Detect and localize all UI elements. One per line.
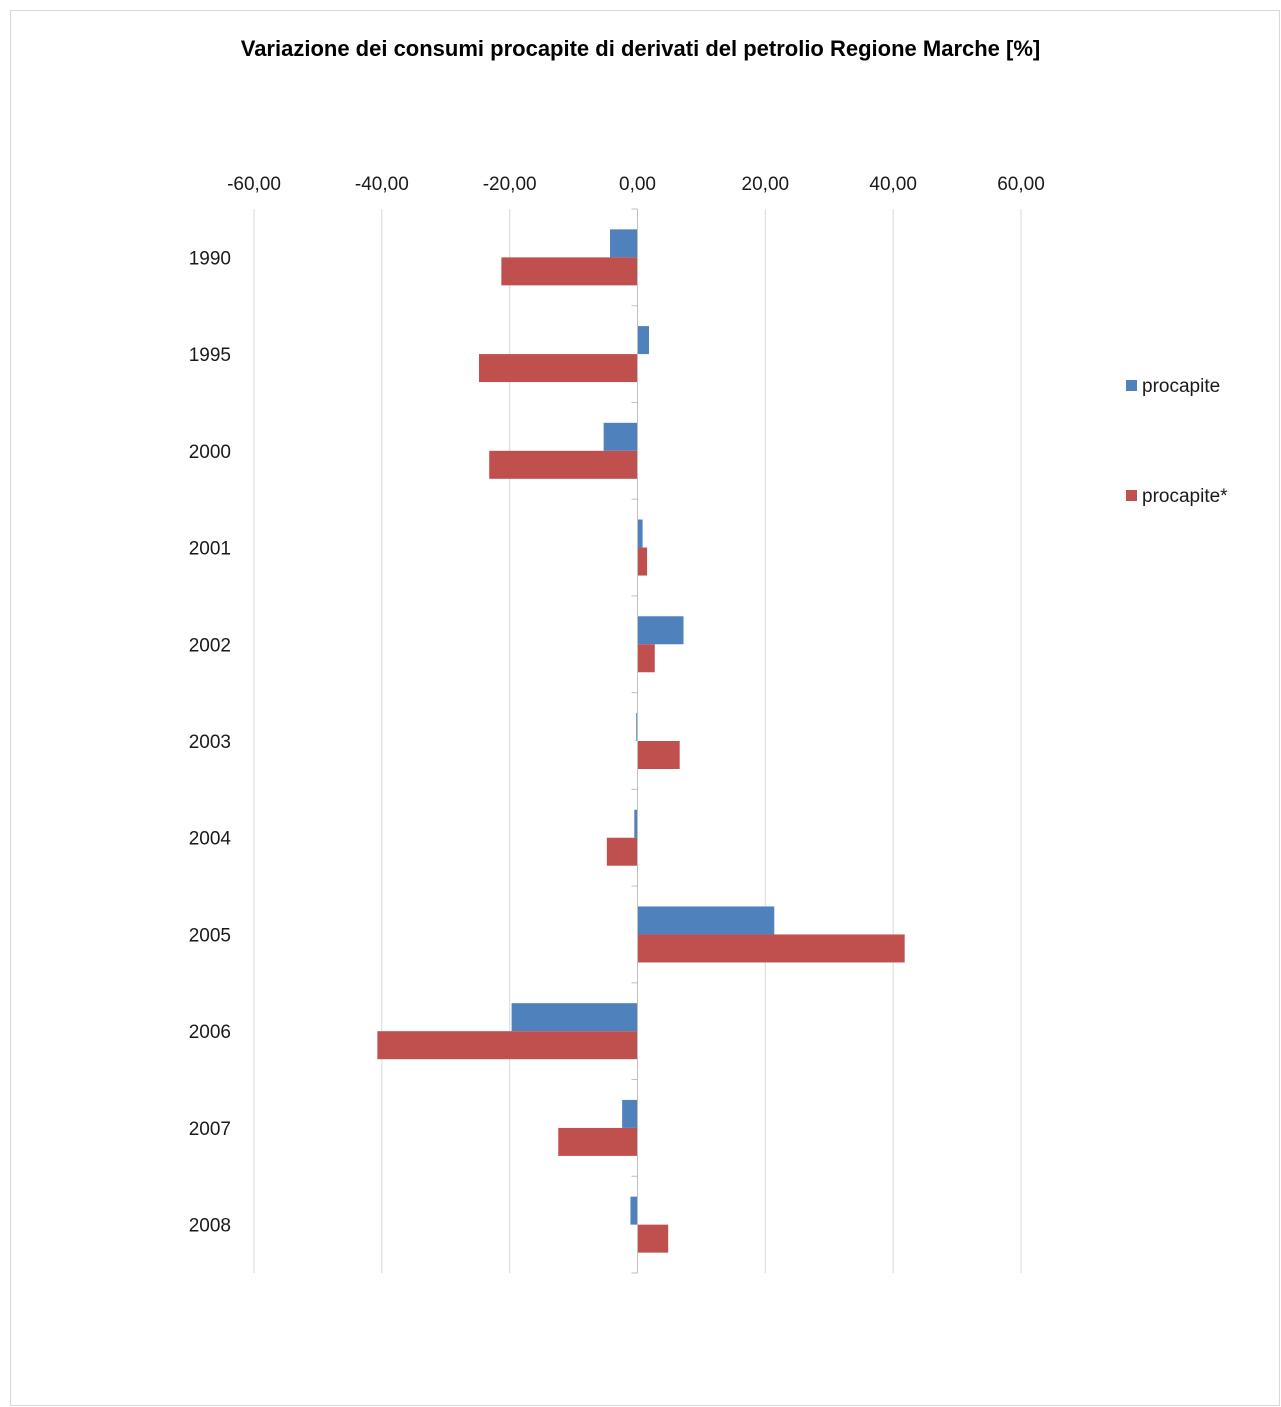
bar-procapite-star-2001 <box>637 547 648 576</box>
gridlines <box>253 209 1022 1273</box>
bar-procapite-2006 <box>511 1003 638 1032</box>
bar-procapite-star-1990 <box>501 257 638 286</box>
x-tick-label: -60,00 <box>227 174 281 195</box>
bar-procapite-star-1995 <box>478 354 638 383</box>
bar-procapite-2008 <box>630 1196 638 1225</box>
category-label: 2003 <box>189 732 231 753</box>
category-label: 2008 <box>189 1216 231 1237</box>
x-tick-label: -20,00 <box>483 174 537 195</box>
bar-procapite-star-2002 <box>637 644 655 673</box>
bar-procapite-2001 <box>637 519 643 548</box>
legend: procapite procapite* <box>1126 376 1228 507</box>
bar-procapite-1990 <box>610 229 638 258</box>
category-label: 1995 <box>189 345 231 366</box>
bar-procapite-2004 <box>634 809 638 838</box>
category-label: 2005 <box>189 925 231 946</box>
chart-title: Variazione dei consumi procapite di deri… <box>240 36 1041 61</box>
bar-procapite-star-2005 <box>637 934 905 963</box>
category-label: 2004 <box>189 829 232 850</box>
bar-procapite-star-2000 <box>489 450 638 479</box>
x-tick-label: 0,00 <box>619 174 656 195</box>
category-label: 2001 <box>189 539 231 560</box>
bar-procapite-1995 <box>637 326 650 355</box>
category-labels: 1990 1995 2000 2001 2002 2003 2004 2005 2006 2007… <box>189 248 232 1236</box>
category-label: 2006 <box>189 1022 231 1043</box>
bar-procapite-star-2007 <box>558 1127 638 1156</box>
bar-procapite-2003 <box>636 713 638 741</box>
x-tick-label: 60,00 <box>997 174 1045 195</box>
x-tick-label: 40,00 <box>869 174 917 195</box>
legend-label: procapite* <box>1142 486 1228 507</box>
category-label: 1990 <box>189 248 231 269</box>
legend-label: procapite <box>1142 376 1220 397</box>
bar-procapite-star-2006 <box>377 1031 638 1060</box>
bar-procapite-2002 <box>637 616 684 645</box>
bar-procapite-2000 <box>603 422 638 451</box>
category-axis <box>631 208 638 1274</box>
category-label: 2007 <box>189 1119 231 1140</box>
bar-procapite-star-2003 <box>637 741 680 769</box>
legend-swatch <box>1126 490 1137 501</box>
bar-procapite-2005 <box>637 906 775 935</box>
category-label: 2000 <box>189 442 231 463</box>
category-label: 2002 <box>189 635 231 656</box>
bar-procapite-star-2008 <box>637 1224 669 1253</box>
legend-swatch <box>1126 380 1137 391</box>
bar-procapite-star-2004 <box>606 837 638 866</box>
x-tick-label: 20,00 <box>742 174 790 195</box>
bars <box>377 229 905 1253</box>
x-tick-label: -40,00 <box>355 174 409 195</box>
x-tick-labels: -60,00 -40,00 -20,00 0,00 20,00 40,00 60,00 <box>227 174 1045 195</box>
bar-procapite-2007 <box>622 1099 638 1128</box>
chart-frame <box>10 10 1280 1406</box>
